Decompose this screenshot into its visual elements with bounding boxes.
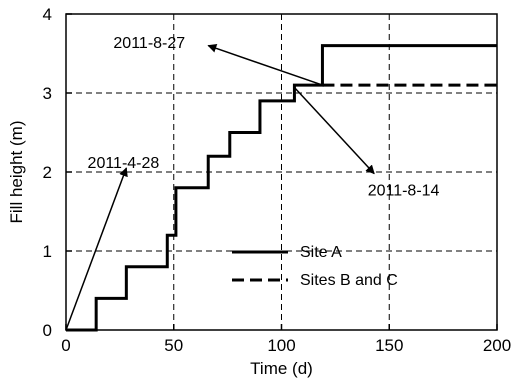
annotation-arrow bbox=[207, 43, 323, 86]
annotation-label: 2011-8-27 bbox=[113, 35, 185, 52]
annotation-label: 2011-4-28 bbox=[88, 155, 160, 172]
x-tick-label: 150 bbox=[375, 336, 403, 355]
annotations: 2011-8-27 2011-4-28 2011-8-14 bbox=[65, 35, 440, 331]
annotation-label: 2011-8-14 bbox=[368, 183, 440, 200]
y-axis-label: Fill height (m) bbox=[7, 121, 26, 224]
axes: 0 50 100 150 200 0 1 2 3 4 Time (d) Fill height (m) bbox=[7, 5, 511, 378]
y-tick-label: 1 bbox=[43, 242, 52, 261]
legend-label: Site A bbox=[300, 244, 342, 261]
annotation-arrow bbox=[65, 167, 128, 331]
x-tick-label: 200 bbox=[483, 336, 511, 355]
x-axis-label: Time (d) bbox=[250, 359, 313, 378]
y-tick-label: 2 bbox=[43, 163, 52, 182]
x-tick-label: 100 bbox=[267, 336, 295, 355]
y-tick-label: 3 bbox=[43, 84, 52, 103]
y-tick-label: 0 bbox=[43, 321, 52, 340]
x-tick-label: 0 bbox=[61, 336, 70, 355]
x-tick-label: 50 bbox=[164, 336, 183, 355]
annotation-arrow bbox=[293, 86, 375, 175]
legend-label: Sites B and C bbox=[300, 272, 398, 289]
y-tick-label: 4 bbox=[43, 5, 52, 24]
legend: Site A Sites B and C bbox=[232, 244, 398, 289]
